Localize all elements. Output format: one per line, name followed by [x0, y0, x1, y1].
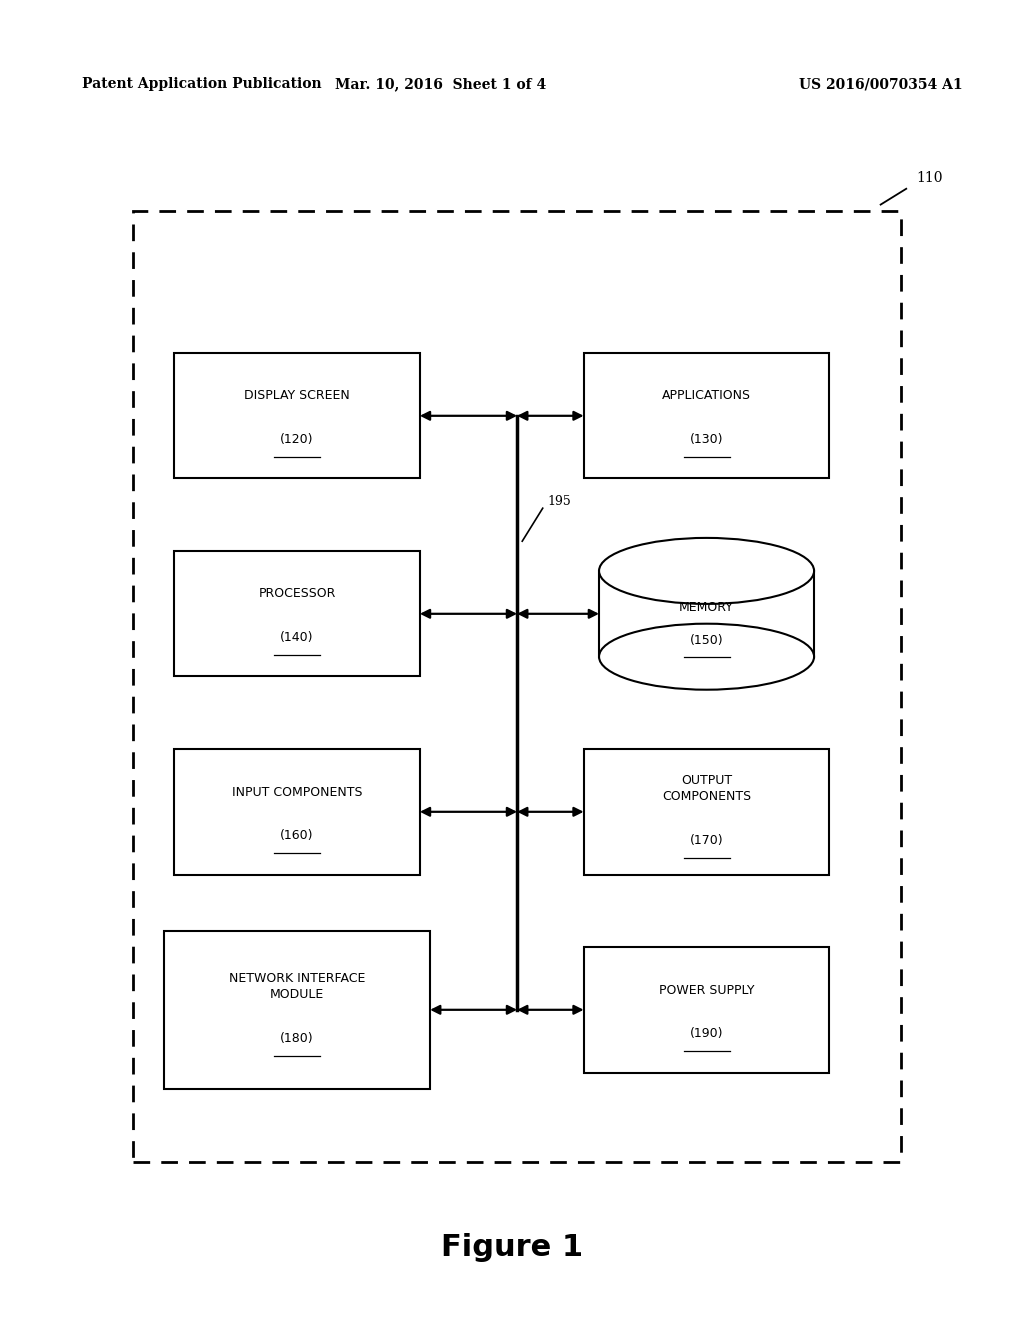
Text: (190): (190) — [690, 1027, 723, 1040]
Text: Figure 1: Figure 1 — [441, 1233, 583, 1262]
Text: Patent Application Publication: Patent Application Publication — [82, 78, 322, 91]
Bar — [584, 948, 829, 1072]
Bar — [133, 211, 901, 1162]
Bar — [164, 931, 430, 1089]
Text: Mar. 10, 2016  Sheet 1 of 4: Mar. 10, 2016 Sheet 1 of 4 — [335, 78, 546, 91]
Text: 110: 110 — [916, 172, 943, 185]
Text: NETWORK INTERFACE
MODULE: NETWORK INTERFACE MODULE — [228, 972, 366, 1001]
Text: (170): (170) — [690, 834, 723, 847]
Ellipse shape — [599, 623, 814, 689]
Text: (140): (140) — [281, 631, 313, 644]
Text: (130): (130) — [690, 433, 723, 446]
Text: POWER SUPPLY: POWER SUPPLY — [658, 983, 755, 997]
Bar — [584, 750, 829, 874]
Text: MEMORY: MEMORY — [679, 601, 734, 614]
Text: 195: 195 — [548, 495, 571, 508]
Text: APPLICATIONS: APPLICATIONS — [663, 389, 751, 403]
Bar — [584, 352, 829, 478]
Text: (160): (160) — [281, 829, 313, 842]
Bar — [174, 552, 420, 676]
Text: PROCESSOR: PROCESSOR — [258, 587, 336, 601]
Bar — [599, 570, 814, 656]
Text: DISPLAY SCREEN: DISPLAY SCREEN — [244, 389, 350, 403]
Ellipse shape — [599, 539, 814, 605]
Text: (180): (180) — [281, 1032, 313, 1045]
Text: (150): (150) — [690, 634, 723, 647]
Text: INPUT COMPONENTS: INPUT COMPONENTS — [231, 785, 362, 799]
Text: OUTPUT
COMPONENTS: OUTPUT COMPONENTS — [662, 774, 752, 803]
Bar — [601, 572, 812, 655]
Text: US 2016/0070354 A1: US 2016/0070354 A1 — [799, 78, 963, 91]
Bar — [174, 352, 420, 478]
Bar — [174, 750, 420, 874]
Text: (120): (120) — [281, 433, 313, 446]
